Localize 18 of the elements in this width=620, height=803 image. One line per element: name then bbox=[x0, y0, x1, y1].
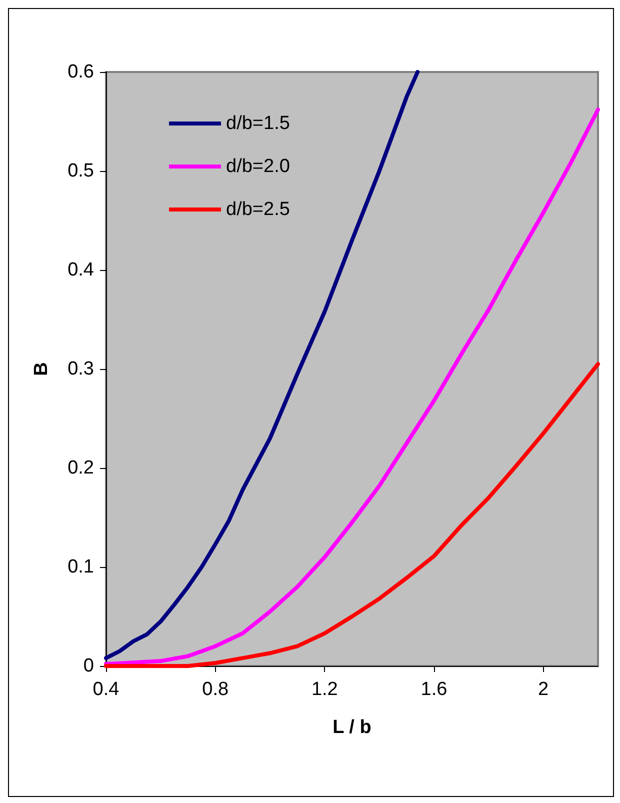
y-tick-label: 0.6 bbox=[68, 62, 94, 82]
y-tick-label: 0.4 bbox=[68, 260, 94, 280]
y-tick-label: 0.1 bbox=[68, 556, 94, 578]
x-tick-label: 0.8 bbox=[202, 679, 229, 700]
y-tick-label: 0.2 bbox=[68, 458, 94, 478]
legend-label: d/b=1.5 bbox=[226, 113, 290, 134]
y-tick-label: 0.5 bbox=[68, 160, 94, 182]
y-tick-label: 0 bbox=[83, 656, 94, 676]
y-tick-label: 0.3 bbox=[68, 358, 94, 380]
y-axis-title: B bbox=[31, 362, 52, 376]
legend-label: d/b=2.5 bbox=[226, 199, 290, 220]
x-tick-label: 1.2 bbox=[311, 679, 338, 700]
x-tick-label: 2 bbox=[538, 679, 549, 700]
legend-label: d/b=2.0 bbox=[226, 156, 290, 177]
line-series bbox=[104, 70, 420, 660]
x-axis-title: L / b bbox=[332, 717, 372, 738]
x-tick-label: 1.6 bbox=[420, 679, 448, 700]
x-tick-label: 0.4 bbox=[92, 679, 120, 700]
